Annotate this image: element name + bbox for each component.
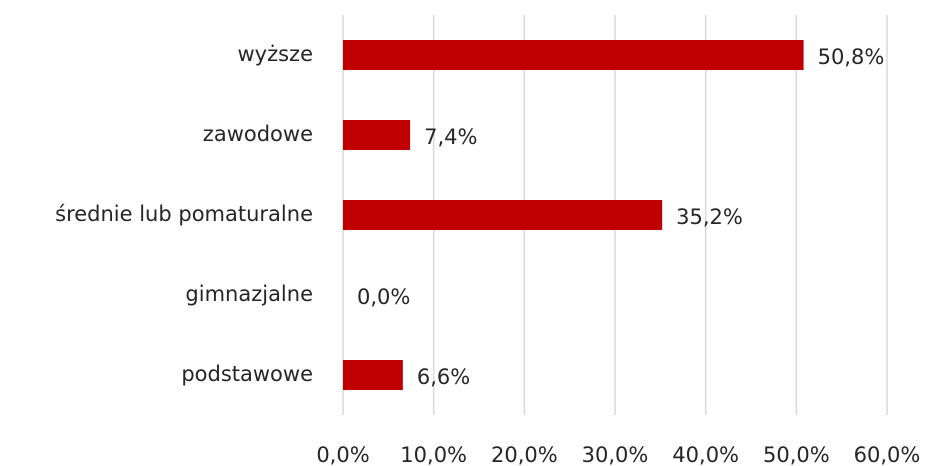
y-tick-label: gimnazjalne xyxy=(185,282,313,306)
x-tick-label: 30,0% xyxy=(582,443,649,466)
data-label: 35,2% xyxy=(676,205,743,229)
data-label: 0,0% xyxy=(357,285,410,309)
data-label: 6,6% xyxy=(417,365,470,389)
y-tick-label: podstawowe xyxy=(181,362,313,386)
x-tick-label: 40,0% xyxy=(672,443,739,466)
data-label: 50,8% xyxy=(818,45,885,69)
x-tick-label: 20,0% xyxy=(491,443,558,466)
x-tick-label: 0,0% xyxy=(316,443,369,466)
bar xyxy=(343,200,663,230)
data-label: 7,4% xyxy=(424,125,477,149)
y-tick-label: zawodowe xyxy=(203,122,313,146)
y-tick-label: wyższe xyxy=(237,42,313,66)
bar xyxy=(343,40,804,70)
bar xyxy=(343,360,403,390)
bar xyxy=(343,120,411,150)
x-tick-label: 10,0% xyxy=(400,443,467,466)
y-tick-label: średnie lub pomaturalne xyxy=(55,202,313,226)
x-tick-label: 50,0% xyxy=(763,443,830,466)
x-tick-label: 60,0% xyxy=(854,443,921,466)
